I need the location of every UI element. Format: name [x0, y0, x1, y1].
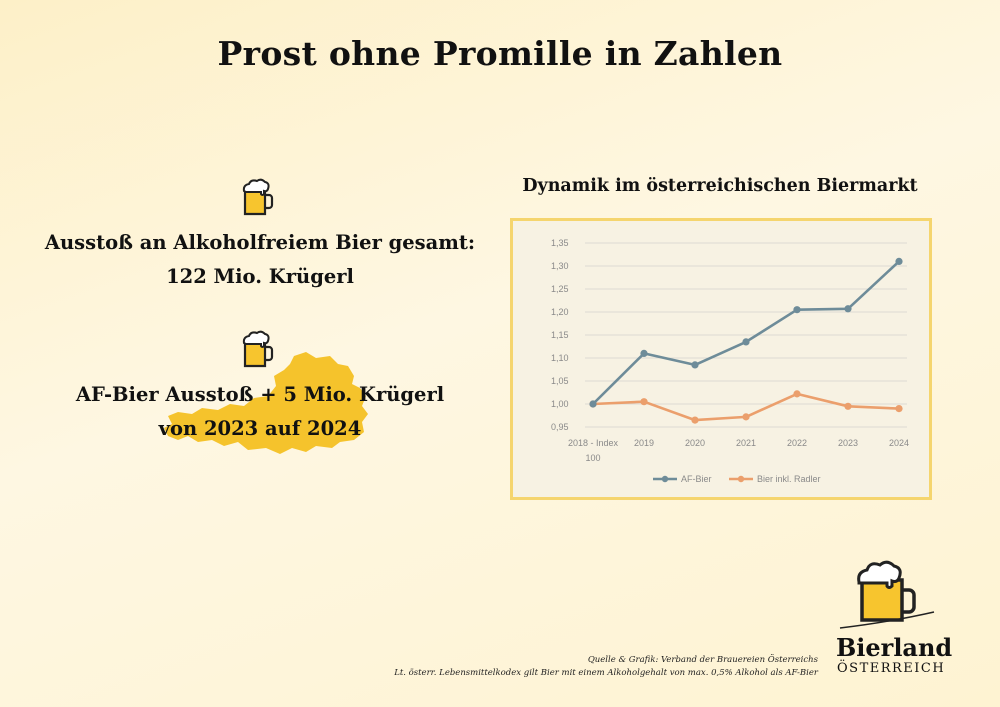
data-point	[742, 338, 750, 346]
x-tick-label: 2018 - Index	[568, 438, 619, 448]
legend-marker	[737, 475, 745, 483]
af-growth-period: von 2023 auf 2024	[158, 417, 362, 440]
total-output-value: 122 Mio. Krügerl	[166, 265, 354, 288]
data-point	[589, 400, 597, 408]
total-output-label: Ausstoß an Alkoholfreiem Bier gesamt:	[44, 231, 476, 254]
page-title: Prost ohne Promille in Zahlen	[217, 34, 783, 73]
data-point	[691, 416, 699, 424]
data-point	[844, 305, 852, 313]
beer-mug-icon	[242, 178, 274, 216]
y-tick-label: 1,05	[551, 376, 569, 386]
beer-mug-icon	[242, 330, 274, 368]
legend-label: AF-Bier	[681, 474, 712, 484]
legend-marker	[661, 475, 669, 483]
y-tick-label: 1,10	[551, 353, 569, 363]
data-point	[742, 413, 750, 421]
x-tick-label: 2020	[685, 438, 705, 448]
bierland-logo-icon	[839, 560, 935, 629]
y-tick-label: 1,35	[551, 238, 569, 248]
y-tick-label: 1,25	[551, 284, 569, 294]
data-point	[793, 390, 801, 398]
y-tick-label: 1,20	[551, 307, 569, 317]
series-line	[592, 260, 900, 405]
line-chart: 0,95 1,00 1,05 1,10 1,15 1,20 1,25 1,30 1,35 2018…	[551, 238, 909, 484]
data-point	[895, 257, 903, 265]
legend-label: Bier inkl. Radler	[757, 474, 821, 484]
austria-map-icon	[164, 352, 368, 454]
source-note: Quelle & Grafik: Verband der Brauereien …	[394, 654, 818, 680]
x-tick-label: 2023	[838, 438, 858, 448]
x-tick-label: 2024	[889, 438, 909, 448]
data-point	[640, 398, 648, 406]
logo-name: Bierland	[836, 633, 953, 662]
source-line: Quelle & Grafik: Verband der Brauereien …	[587, 655, 818, 665]
y-tick-label: 1,15	[551, 330, 569, 340]
y-tick-label: 0,95	[551, 422, 569, 432]
af-growth-label: AF-Bier Ausstoß + 5 Mio. Krügerl	[75, 383, 445, 406]
data-point	[844, 402, 852, 410]
logo-country: ÖSTERREICH	[837, 661, 946, 676]
data-point	[640, 349, 648, 357]
total-output-stat: Ausstoß an Alkoholfreiem Bier gesamt: 12…	[40, 226, 480, 294]
data-point	[895, 405, 903, 413]
x-tick-label: 100	[585, 453, 600, 463]
chart-title: Dynamik im österreichischen Biermarkt	[522, 176, 918, 196]
data-point	[691, 361, 699, 369]
chart-frame: 0,95 1,00 1,05 1,10 1,15 1,20 1,25 1,30 1,35 2018…	[510, 218, 932, 500]
x-tick-label: 2019	[634, 438, 654, 448]
af-growth-stat: AF-Bier Ausstoß + 5 Mio. Krügerl von 202…	[40, 378, 480, 446]
y-tick-label: 1,30	[551, 261, 569, 271]
data-point	[793, 306, 801, 314]
x-tick-label: 2021	[736, 438, 756, 448]
x-tick-label: 2022	[787, 438, 807, 448]
legal-note-line: Lt. österr. Lebensmittelkodex gilt Bier …	[394, 668, 818, 678]
y-tick-label: 1,00	[551, 399, 569, 409]
